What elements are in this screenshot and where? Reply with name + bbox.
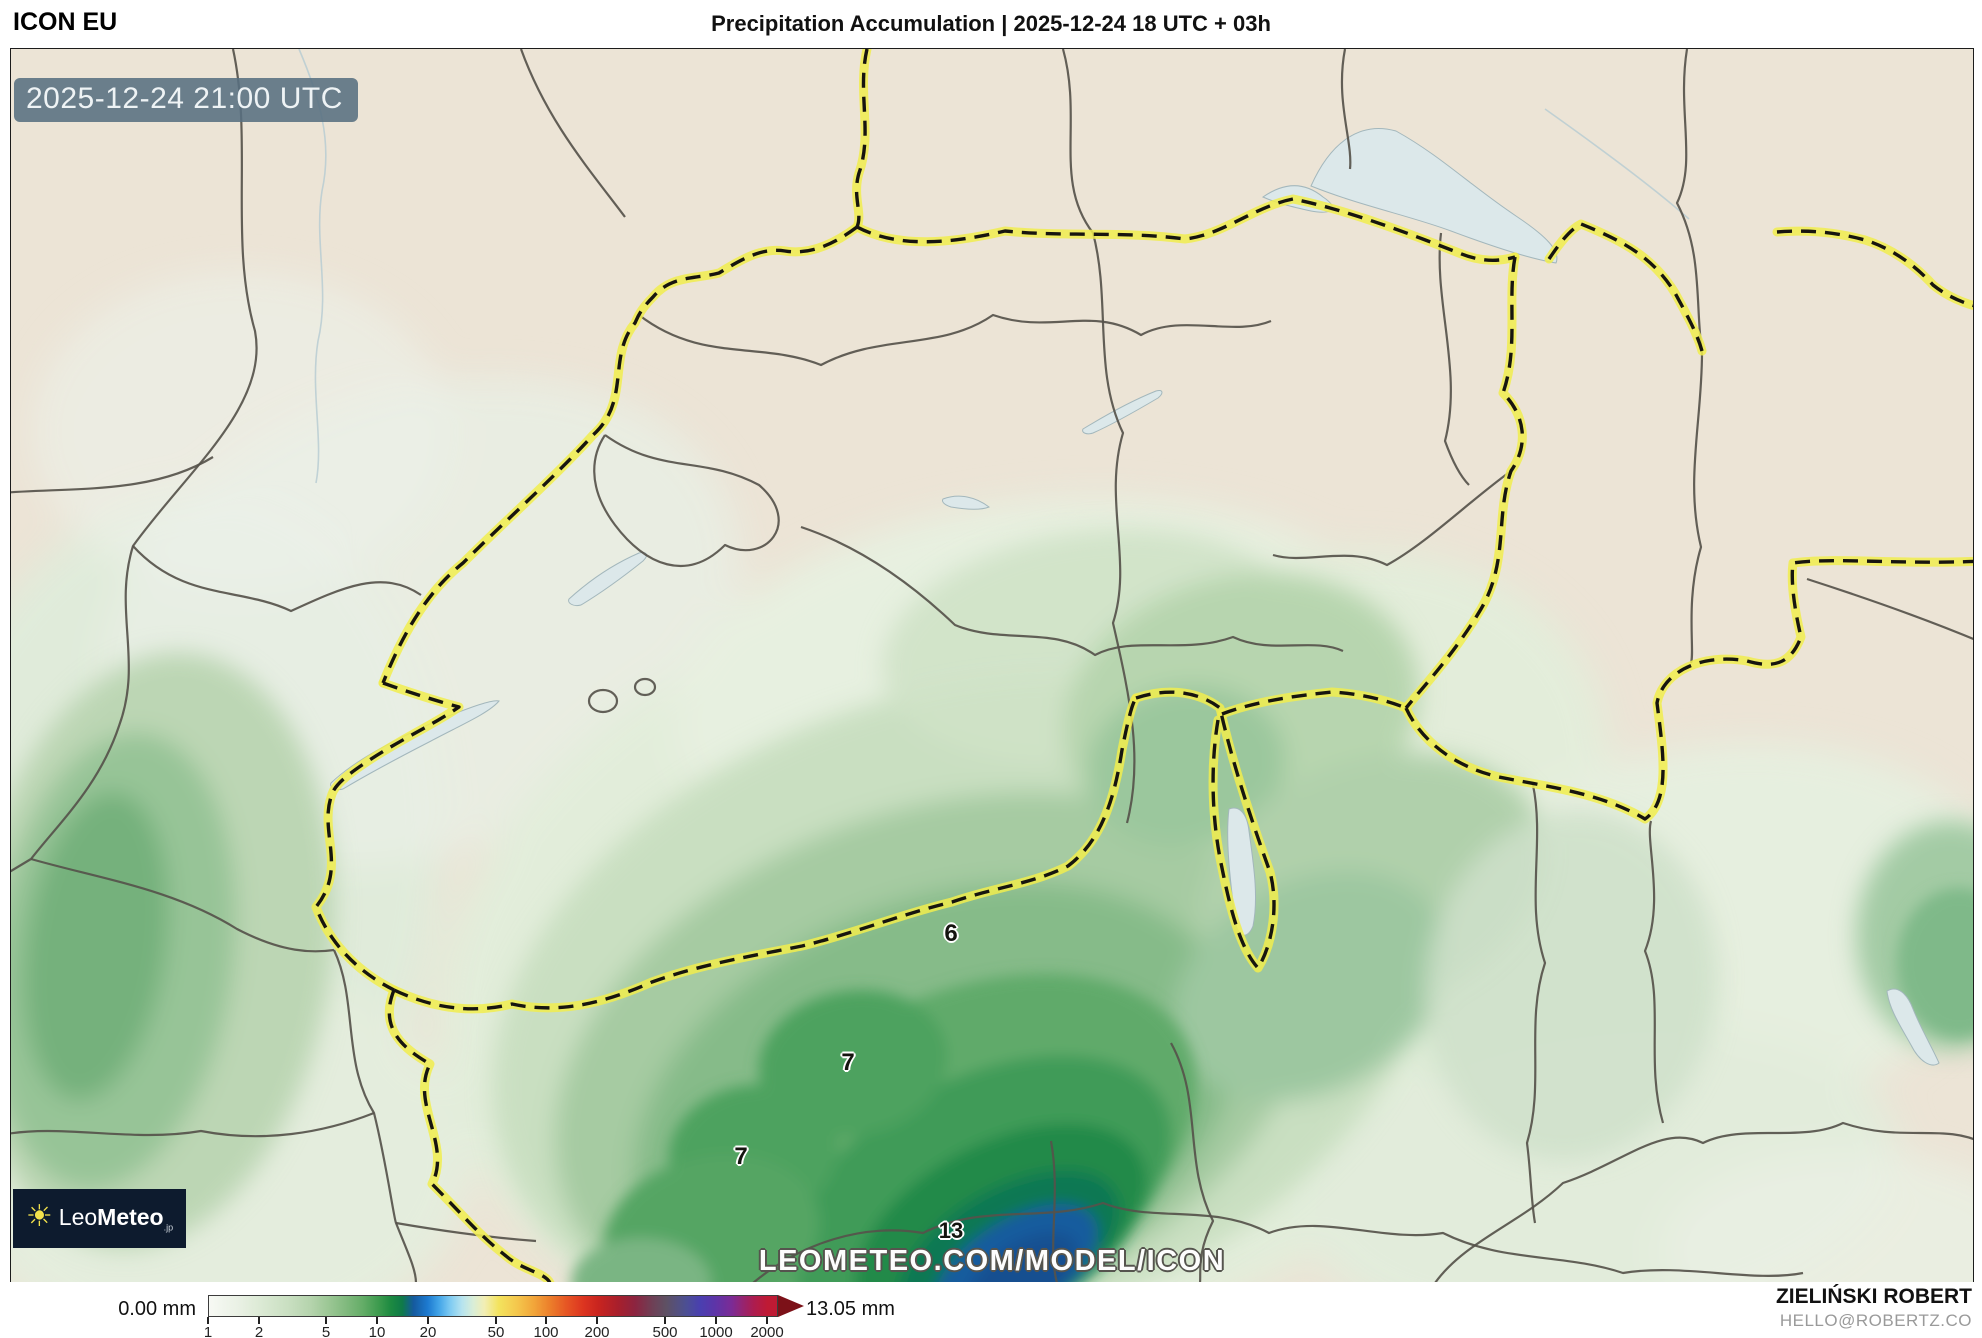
map-canvas: 2025-12-24 21:00 UTC 6 7 7 13 LEOMETEO.C… xyxy=(10,48,1974,1284)
lake-constance xyxy=(1310,127,1558,264)
lake-como xyxy=(1886,988,1940,1066)
logo-text: LeoMeteo.jp xyxy=(58,1204,174,1233)
colorbar-scale: 1 2 5 10 20 50 100 200 500 1000 2000 xyxy=(204,1295,784,1338)
watermark: LEOMETEO.COM/MODEL/ICON xyxy=(758,1245,1226,1277)
colorbar xyxy=(208,1295,778,1317)
lake-maggiore xyxy=(1227,807,1257,936)
author-name: ZIELIŃSKI ROBERT xyxy=(1775,1285,1972,1308)
admin-borders xyxy=(11,49,1973,1283)
header: ICON EU Precipitation Accumulation | 202… xyxy=(0,0,1982,48)
colorbar-arrow xyxy=(778,1295,804,1317)
map-svg xyxy=(11,49,1973,1283)
lake-zurich xyxy=(1082,390,1163,435)
attribution: ZIELIŃSKI ROBERT HELLO@ROBERTZ.CO xyxy=(1776,1284,1972,1332)
lake-lucerne xyxy=(942,495,991,510)
valid-time-badge: 2025-12-24 21:00 UTC xyxy=(14,78,358,122)
legend-min-label: 0.00 mm xyxy=(118,1298,196,1320)
precip-value-label: 7 xyxy=(734,1143,748,1170)
page-title: Precipitation Accumulation | 2025-12-24 … xyxy=(711,11,1271,36)
precip-value-label: 7 xyxy=(841,1049,855,1076)
sun-icon: ☀ xyxy=(25,1200,53,1233)
precip-value-label: 13 xyxy=(938,1218,964,1243)
legend-max-label: 13.05 mm xyxy=(806,1298,895,1320)
model-name: ICON EU xyxy=(13,8,118,36)
author-email: HELLO@ROBERTZ.CO xyxy=(1779,1311,1972,1330)
lake-neuchatel xyxy=(568,552,647,606)
lakes xyxy=(330,127,1940,1066)
legend-bar: 0.00 mm 1 2 5 10 20 50 100 200 500 1000 … xyxy=(0,1282,1982,1338)
precip-value-label: 6 xyxy=(944,920,958,947)
leometeo-logo: ☀ LeoMeteo.jp xyxy=(13,1189,186,1248)
precip-layer-core xyxy=(571,888,1973,1283)
